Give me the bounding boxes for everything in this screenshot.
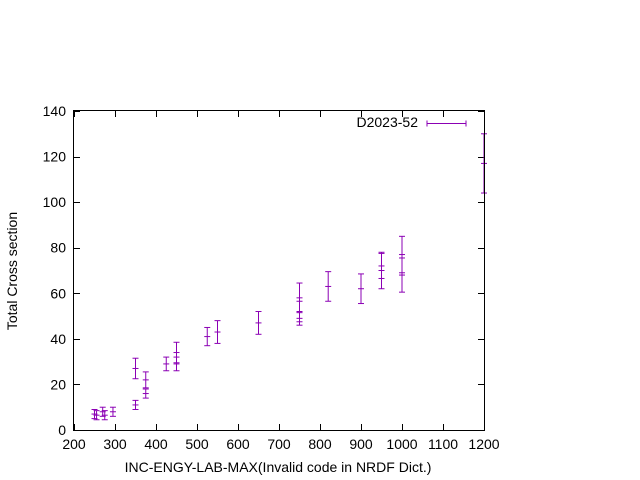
x-tick-label: 1100	[428, 436, 458, 452]
data-point	[132, 399, 139, 410]
x-tick-label: 300	[103, 436, 127, 452]
y-tick-label: 40	[50, 331, 66, 347]
x-tick-label: 400	[144, 436, 168, 452]
y-tick-label: 80	[50, 240, 66, 256]
plot-frame	[73, 110, 485, 431]
x-tick-label: 800	[308, 436, 332, 452]
x-tick-label: 1000	[386, 436, 417, 452]
y-tick-label: 100	[43, 194, 67, 210]
tick-labels: 200 300 400 500 600 700 800 900 1000 1100 1200 0 20 4…	[43, 103, 500, 452]
x-tick-label: 600	[226, 436, 250, 452]
data-point	[214, 320, 221, 344]
x-axis-label: INC-ENGY-LAB-MAX(Invalid code in NRDF Di…	[125, 459, 432, 475]
data-point	[399, 257, 405, 293]
legend-key	[426, 120, 467, 127]
x-tick-label: 700	[267, 436, 291, 452]
legend-label: D2023-52	[357, 114, 419, 130]
data-point	[173, 356, 180, 372]
y-tick-label: 140	[43, 103, 67, 119]
data-point	[255, 311, 262, 335]
x-tick-label: 500	[185, 436, 209, 452]
data-point	[132, 357, 139, 380]
x-tick-label: 1200	[468, 436, 499, 452]
y-tick-label: 20	[50, 376, 66, 392]
data-point	[101, 410, 108, 421]
x-tick-label: 900	[349, 436, 373, 452]
data-point	[378, 252, 385, 279]
data-point	[204, 326, 211, 347]
data-point	[93, 410, 100, 421]
data-point	[296, 311, 303, 326]
data-points	[91, 133, 487, 421]
y-axis-label: Total Cross section	[4, 212, 20, 330]
axis-ticks	[74, 111, 485, 431]
y-tick-label: 120	[43, 149, 67, 165]
data-point	[163, 356, 170, 372]
y-tick-label: 0	[58, 422, 66, 438]
legend: D2023-52	[357, 114, 467, 130]
data-point	[325, 271, 332, 302]
y-tick-label: 60	[50, 285, 66, 301]
data-point	[142, 371, 149, 389]
data-point	[109, 406, 116, 417]
data-point	[142, 388, 149, 399]
x-tick-label: 200	[62, 436, 86, 452]
data-point	[358, 273, 364, 305]
